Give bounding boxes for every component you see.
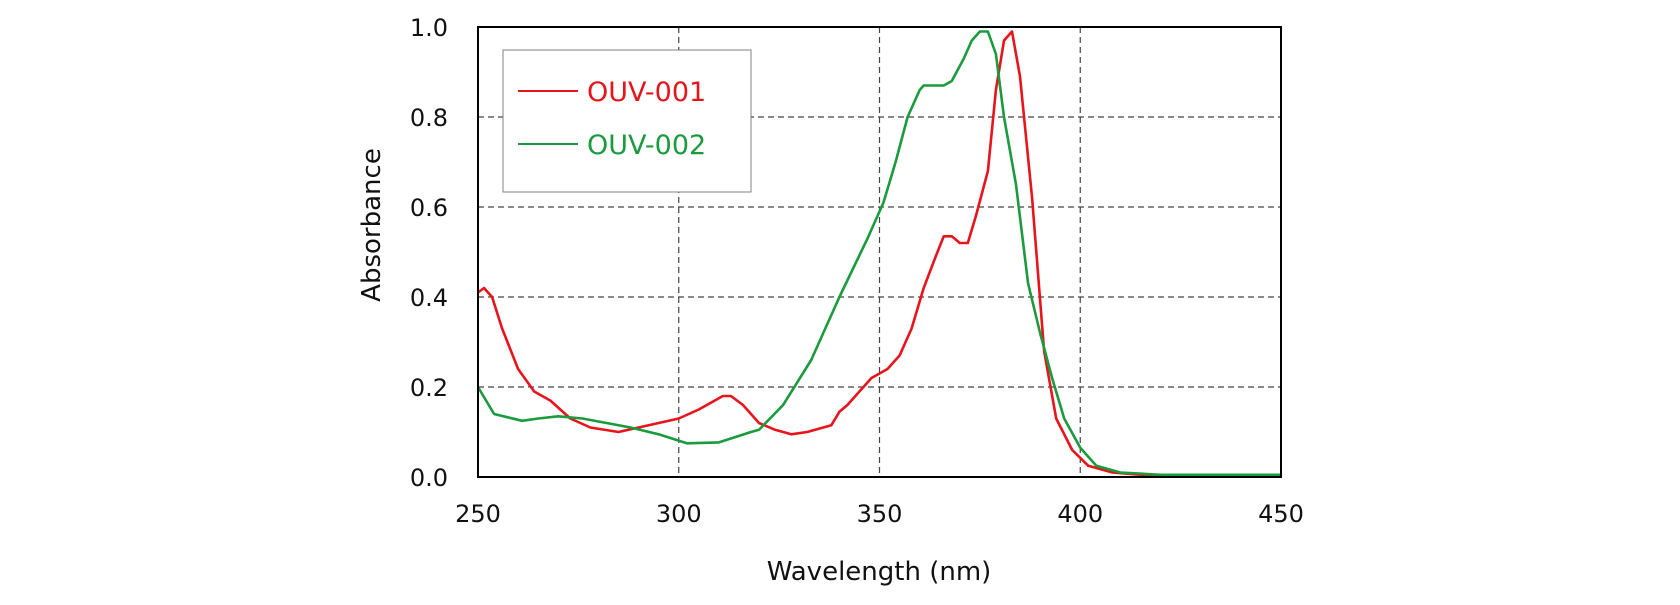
y-tick-label: 0.8 <box>410 104 448 132</box>
y-tick-label: 0.0 <box>410 464 448 492</box>
x-axis-label: Wavelength (nm) <box>767 557 992 587</box>
series-layer <box>476 30 1281 477</box>
x-tick-label: 300 <box>656 500 702 528</box>
series-line-ouv-001 <box>477 30 1281 477</box>
x-axis: 250 300 350 400 450 <box>455 500 1304 528</box>
y-tick-label: 1.0 <box>410 14 448 42</box>
y-axis: 0.0 0.2 0.4 0.6 0.8 1.0 <box>410 14 448 492</box>
legend-box <box>502 49 752 193</box>
y-tick-label: 0.4 <box>410 284 448 312</box>
x-tick-label: 350 <box>857 500 903 528</box>
plot-frame <box>477 26 1282 478</box>
legend: OUV-001 OUV-002 <box>502 49 752 193</box>
y-tick-label: 0.6 <box>410 194 448 222</box>
legend-label: OUV-002 <box>587 130 706 161</box>
x-tick-label: 250 <box>455 500 501 528</box>
legend-label: OUV-001 <box>587 77 706 108</box>
y-tick-label: 0.2 <box>410 374 448 402</box>
series-line-ouv-002 <box>476 30 1281 477</box>
x-tick-label: 400 <box>1057 500 1103 528</box>
y-axis-label: Absorbance <box>357 148 387 302</box>
x-tick-label: 450 <box>1258 500 1304 528</box>
